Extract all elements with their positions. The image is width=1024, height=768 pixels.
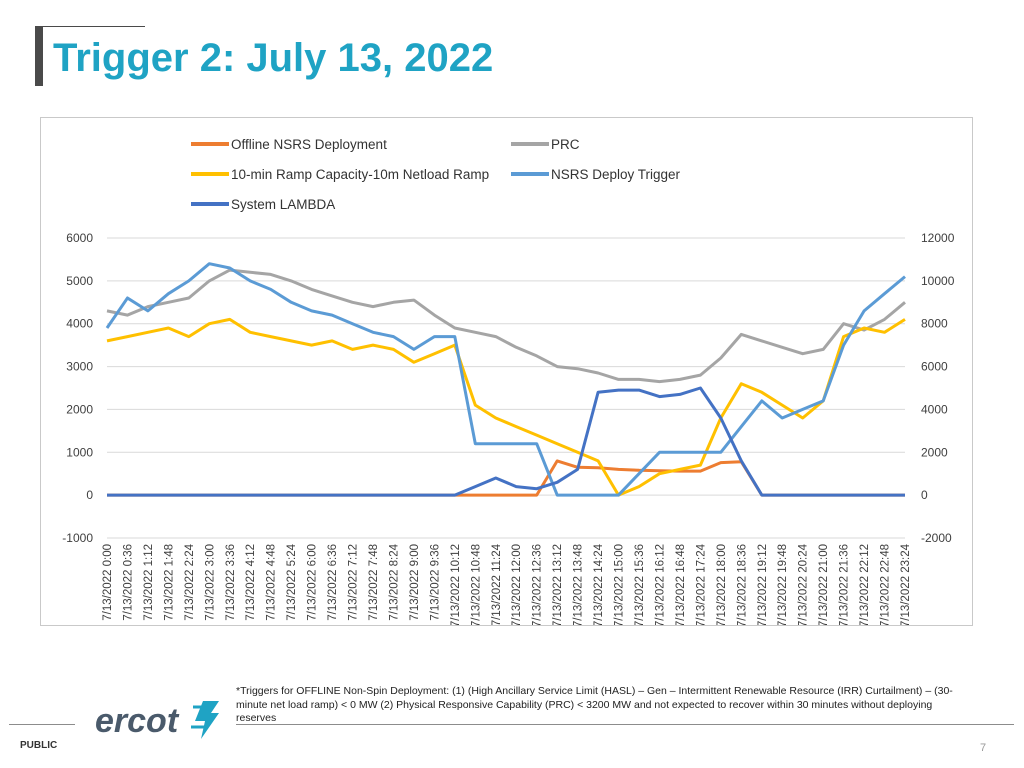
x-tick-label: 7/13/2022 0:36 [122,544,134,621]
footer-divider-left [9,724,75,725]
y-tick-label: 1000 [66,445,93,459]
y2-tick-label: 0 [921,488,928,502]
x-tick-label: 7/13/2022 16:12 [654,544,666,625]
x-tick-label: 7/13/2022 15:00 [614,544,626,625]
footnote: *Triggers for OFFLINE Non-Spin Deploymen… [236,685,953,724]
x-tick-label: 7/13/2022 21:36 [839,544,851,625]
x-tick-label: 7/13/2022 8:24 [388,543,400,620]
x-tick-label: 7/13/2022 16:48 [675,544,687,625]
x-tick-label: 7/13/2022 13:48 [573,544,585,625]
x-tick-label: 7/13/2022 19:48 [777,544,789,625]
x-tick-label: 7/13/2022 9:36 [429,544,441,621]
logo-text: ercot [95,702,180,740]
x-tick-label: 7/13/2022 10:48 [470,544,482,625]
x-tick-label: 7/13/2022 4:48 [266,544,278,621]
legend-label: 10-min Ramp Capacity-10m Netload Ramp [231,167,489,182]
x-tick-label: 7/13/2022 11:24 [491,543,503,625]
x-tick-label: 7/13/2022 10:12 [450,544,462,625]
x-tick-label: 7/13/2022 6:00 [307,544,319,621]
x-tick-label: 7/13/2022 22:12 [859,544,871,625]
title-accent-line [35,26,145,27]
x-tick-label: 7/13/2022 17:24 [695,543,707,625]
slide-title: Trigger 2: July 13, 2022 [53,36,494,80]
x-tick-label: 7/13/2022 5:24 [286,543,298,620]
x-tick-label: 7/13/2022 3:36 [225,544,237,621]
footer-divider-right [236,724,1014,725]
lightning-bolt-icon [191,701,219,739]
y-tick-label: 6000 [66,231,93,245]
series-line [107,386,905,497]
legend-label: Offline NSRS Deployment [231,137,387,152]
chart-frame: 6000 12000 5000 10000 4000 8000 3000 6000 2000 40… [40,117,973,626]
x-tick-label: 7/13/2022 15:36 [634,544,646,625]
x-tick-label: 7/13/2022 6:36 [327,544,339,621]
series-line [106,268,906,384]
x-tick-label: 7/13/2022 12:00 [511,544,523,625]
legend-label: PRC [551,137,580,152]
legend-label: NSRS Deploy Trigger [551,167,681,182]
x-tick-label: 7/13/2022 1:12 [143,544,155,621]
y2-tick-label: 2000 [921,445,948,459]
series-line [105,262,906,497]
x-tick-label: 7/13/2022 21:00 [818,544,830,625]
x-tick-label: 7/13/2022 13:12 [552,544,564,625]
x-tick-label: 7/13/2022 18:36 [736,544,748,625]
y2-tick-label: 4000 [921,402,948,416]
x-tick-label: 7/13/2022 3:00 [204,544,216,621]
y-tick-label: -1000 [62,531,93,545]
x-tick-label: 7/13/2022 7:48 [368,544,380,621]
x-tick-label: 7/13/2022 1:48 [163,544,175,621]
y-tick-label: 0 [86,488,93,502]
x-tick-label: 7/13/2022 2:24 [184,543,196,620]
y-tick-label: 2000 [66,402,93,416]
y-tick-label: 5000 [66,274,93,288]
y-tick-label: 4000 [66,317,93,331]
x-tick-label: 7/13/2022 19:12 [757,544,769,625]
x-tick-label: 7/13/2022 23:24 [900,543,912,625]
title-accent-bar [35,26,43,86]
y2-tick-label: 8000 [921,317,948,331]
x-tick-label: 7/13/2022 20:24 [798,543,810,625]
y-tick-label: 3000 [66,360,93,374]
ercot-logo: ercot [95,701,219,740]
x-tick-label: 7/13/2022 9:00 [409,544,421,621]
x-tick-label: 7/13/2022 12:36 [532,544,544,625]
series-line [106,317,906,497]
y2-tick-label: 6000 [921,360,948,374]
x-tick-label: 7/13/2022 14:24 [593,543,605,625]
y2-tick-label: 12000 [921,231,955,245]
legend-label: System LAMBDA [231,197,335,212]
y2-tick-label: 10000 [921,274,955,288]
x-tick-label: 7/13/2022 4:12 [245,544,257,621]
page-number: 7 [980,742,987,754]
classification-label: PUBLIC [20,740,58,751]
series-line [107,459,905,497]
x-tick-label: 7/13/2022 0:00 [102,544,114,621]
x-tick-label: 7/13/2022 18:00 [716,544,728,625]
x-tick-label: 7/13/2022 7:12 [348,544,360,621]
x-tick-label: 7/13/2022 22:48 [880,544,892,625]
y2-tick-label: -2000 [921,531,952,545]
